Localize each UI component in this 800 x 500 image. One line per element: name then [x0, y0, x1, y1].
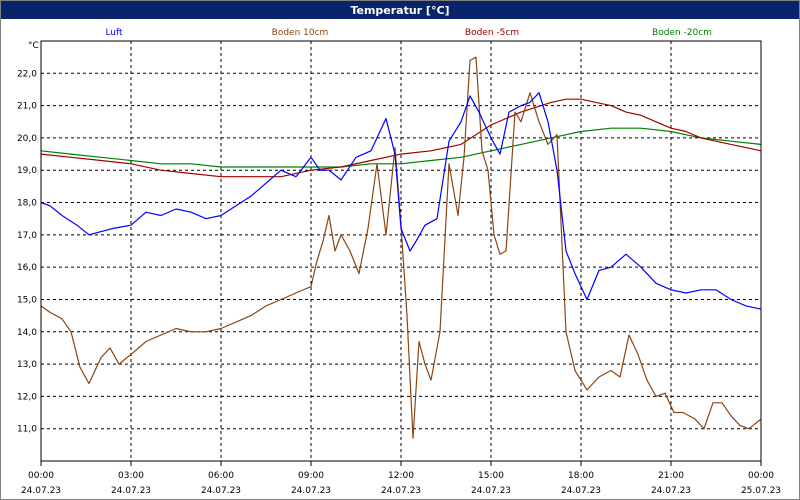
- y-tick-label: 20,0: [17, 134, 37, 144]
- x-tick-time: 09:00: [298, 471, 324, 481]
- grid: [41, 41, 761, 461]
- x-tick-date: 24.07.23: [561, 486, 601, 496]
- x-tick-time: 18:00: [568, 471, 594, 481]
- x-tick-date: 24.07.23: [471, 486, 511, 496]
- y-tick-label: 17,0: [17, 231, 37, 241]
- series-lines: [40, 56, 762, 439]
- x-tick-date: 24.07.23: [291, 486, 331, 496]
- y-axis-unit: °C: [28, 41, 39, 51]
- x-tick-time: 00:00: [28, 471, 54, 481]
- y-tick-label: 15,0: [17, 295, 37, 305]
- legend: Luft Boden 10cm Boden -5cm Boden -20cm: [105, 28, 712, 38]
- legend-entry: Boden -20cm: [652, 28, 712, 38]
- y-tick-label: 14,0: [17, 328, 37, 338]
- x-tick-time: 06:00: [208, 471, 234, 481]
- x-tick-date: 24.07.23: [111, 486, 151, 496]
- y-tick-label: 13,0: [17, 360, 37, 370]
- y-tick-label: 21,0: [17, 102, 37, 112]
- x-tick-time: 15:00: [478, 471, 504, 481]
- x-tick-time: 03:00: [118, 471, 144, 481]
- x-tick-time: 12:00: [388, 471, 414, 481]
- series-line-luft: [40, 92, 762, 310]
- x-tick-date: 25.07.23: [741, 486, 781, 496]
- y-tick-label: 19,0: [17, 166, 37, 176]
- y-tick-label: 22,0: [17, 69, 37, 79]
- plot-frame: [40, 40, 762, 462]
- x-tick-date: 24.07.23: [21, 486, 61, 496]
- x-tick-labels: 00:00 24.07.23 03:00 24.07.23 06:00 24.07.23 0…: [21, 461, 781, 496]
- x-tick-date: 24.07.23: [651, 486, 691, 496]
- y-tick-labels: 22,0 21,0 20,0 19,0 18,0 17,0 16,0 15,0 14,0 13,0…: [17, 69, 37, 434]
- x-tick-time: 00:00: [748, 471, 774, 481]
- legend-entry: Boden -5cm: [465, 28, 519, 38]
- chart-title: Temperatur [°C]: [350, 4, 449, 17]
- y-tick-label: 12,0: [17, 392, 37, 402]
- legend-entry: Boden 10cm: [272, 28, 329, 38]
- y-tick-label: 11,0: [17, 425, 37, 435]
- series-line-boden-5cm: [40, 98, 762, 178]
- x-tick-date: 24.07.23: [201, 486, 241, 496]
- legend-entry: Luft: [105, 28, 123, 38]
- x-tick-date: 24.07.23: [381, 486, 421, 496]
- series-line-boden-20cm: [40, 127, 762, 168]
- y-tick-label: 16,0: [17, 263, 37, 273]
- series-line-boden-10cm: [40, 56, 762, 439]
- title-bar: [1, 1, 799, 19]
- y-tick-label: 18,0: [17, 199, 37, 209]
- x-tick-time: 21:00: [658, 471, 684, 481]
